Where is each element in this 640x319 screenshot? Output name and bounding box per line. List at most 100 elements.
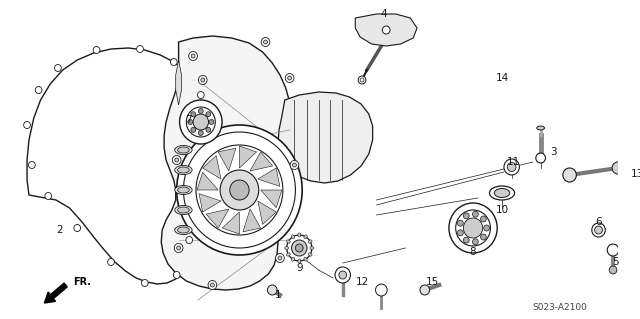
Polygon shape [222, 212, 239, 234]
Circle shape [191, 54, 195, 58]
Circle shape [360, 78, 364, 82]
Circle shape [188, 120, 193, 124]
Circle shape [230, 180, 249, 200]
Polygon shape [199, 194, 221, 212]
Circle shape [108, 258, 115, 265]
Circle shape [261, 38, 270, 47]
FancyArrow shape [44, 283, 67, 303]
Circle shape [208, 280, 217, 290]
Ellipse shape [291, 257, 294, 261]
Circle shape [191, 127, 196, 132]
Circle shape [463, 237, 469, 243]
Circle shape [609, 266, 617, 274]
Ellipse shape [287, 240, 290, 243]
Circle shape [358, 76, 366, 84]
Circle shape [191, 112, 196, 117]
Circle shape [220, 170, 259, 210]
Circle shape [201, 78, 205, 82]
Circle shape [206, 112, 211, 117]
Circle shape [339, 271, 347, 279]
Circle shape [463, 213, 469, 219]
Ellipse shape [304, 257, 307, 261]
Text: 4: 4 [381, 9, 388, 19]
Text: 5: 5 [612, 257, 620, 267]
Polygon shape [176, 60, 182, 105]
Ellipse shape [175, 186, 192, 195]
Ellipse shape [304, 235, 307, 239]
Polygon shape [203, 156, 221, 179]
Ellipse shape [175, 145, 192, 154]
Circle shape [209, 120, 214, 124]
Circle shape [180, 100, 222, 144]
Polygon shape [250, 152, 273, 171]
Circle shape [607, 244, 619, 256]
Ellipse shape [298, 259, 301, 263]
Circle shape [211, 283, 214, 287]
Circle shape [24, 122, 31, 129]
Polygon shape [27, 48, 207, 284]
Polygon shape [218, 148, 236, 171]
Circle shape [285, 73, 294, 83]
Text: 1: 1 [275, 290, 282, 300]
Circle shape [472, 211, 478, 217]
Polygon shape [206, 209, 229, 228]
Ellipse shape [178, 147, 189, 153]
Circle shape [290, 160, 299, 169]
Ellipse shape [175, 205, 192, 214]
Text: 9: 9 [296, 263, 303, 273]
Ellipse shape [175, 166, 192, 174]
Text: 11: 11 [507, 157, 520, 167]
Polygon shape [243, 209, 260, 232]
Circle shape [174, 243, 183, 253]
Circle shape [287, 235, 312, 261]
Circle shape [376, 284, 387, 296]
Text: 10: 10 [495, 205, 509, 215]
Circle shape [182, 197, 189, 204]
Circle shape [563, 168, 577, 182]
Polygon shape [258, 201, 276, 224]
Circle shape [193, 114, 209, 130]
Circle shape [29, 161, 35, 168]
Polygon shape [278, 92, 372, 183]
Circle shape [177, 125, 302, 255]
Circle shape [612, 162, 623, 174]
Text: 3: 3 [550, 147, 557, 157]
Text: 2: 2 [56, 225, 63, 235]
Circle shape [177, 246, 180, 250]
Text: 15: 15 [426, 277, 439, 287]
Circle shape [189, 51, 197, 61]
Ellipse shape [490, 186, 515, 200]
Text: 12: 12 [355, 277, 369, 287]
Circle shape [292, 240, 307, 256]
Polygon shape [197, 172, 218, 190]
Circle shape [536, 153, 545, 163]
Circle shape [196, 145, 283, 235]
Circle shape [198, 76, 207, 85]
Circle shape [198, 130, 204, 136]
Circle shape [184, 132, 296, 248]
Circle shape [504, 159, 520, 175]
Ellipse shape [178, 207, 189, 213]
Text: 13: 13 [630, 169, 640, 179]
Circle shape [45, 192, 52, 199]
Circle shape [206, 127, 211, 132]
Ellipse shape [298, 233, 301, 237]
Circle shape [592, 223, 605, 237]
Polygon shape [161, 36, 292, 290]
Circle shape [197, 92, 204, 99]
Circle shape [35, 86, 42, 93]
Circle shape [508, 162, 516, 172]
Circle shape [74, 225, 81, 232]
Circle shape [175, 158, 179, 162]
Ellipse shape [291, 235, 294, 239]
Circle shape [595, 226, 602, 234]
Circle shape [276, 254, 284, 263]
Circle shape [186, 107, 215, 137]
Circle shape [449, 203, 497, 253]
Ellipse shape [175, 226, 192, 234]
Text: 6: 6 [595, 217, 602, 227]
Circle shape [173, 271, 180, 278]
Circle shape [484, 225, 490, 231]
Circle shape [481, 216, 486, 222]
Circle shape [136, 46, 143, 53]
